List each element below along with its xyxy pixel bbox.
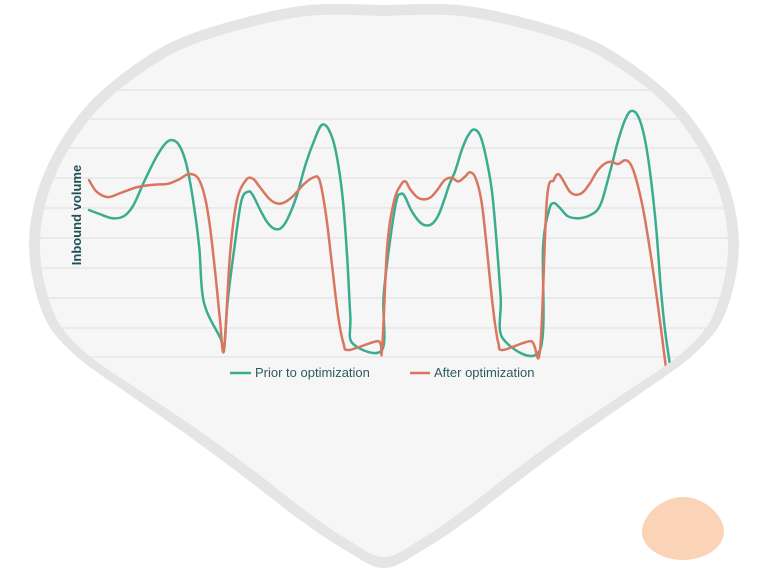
svg-text:After optimization: After optimization — [434, 365, 534, 380]
svg-text:Prior to optimization: Prior to optimization — [255, 365, 370, 380]
svg-text:Inbound volume: Inbound volume — [69, 165, 84, 265]
